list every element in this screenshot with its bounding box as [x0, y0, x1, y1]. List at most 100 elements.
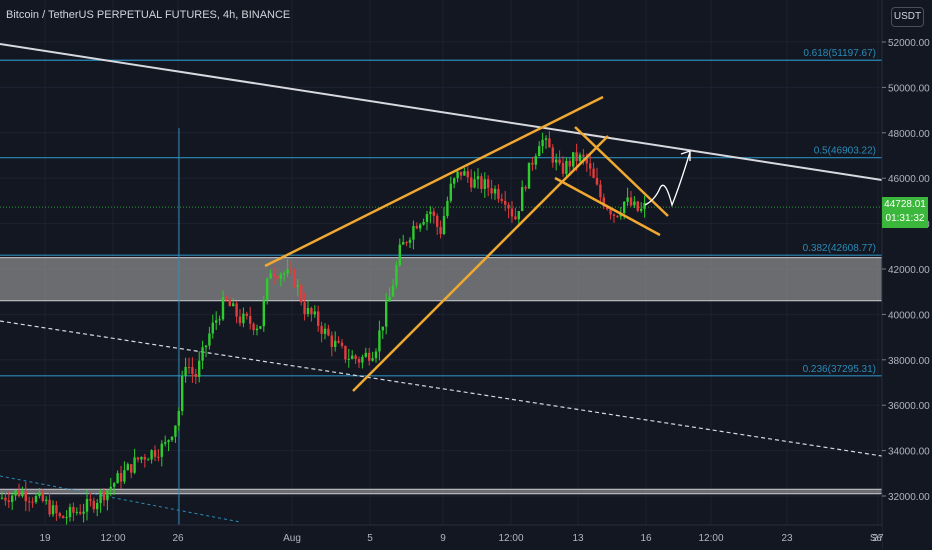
candle-body — [72, 506, 75, 513]
candle-body — [45, 499, 48, 502]
time-tick-label: 19 — [39, 533, 51, 544]
candle-body — [633, 201, 636, 206]
candle-body — [527, 162, 531, 189]
time-axis-bg — [0, 525, 882, 550]
candle-body — [177, 411, 180, 426]
candle-body — [99, 491, 102, 504]
price-tick-label: 52000.00 — [888, 38, 930, 49]
flag-lower-line — [554, 176, 661, 237]
candle-body — [466, 171, 469, 178]
candle-body — [147, 459, 150, 461]
candle-body — [616, 215, 619, 217]
candle-body — [334, 340, 337, 347]
candle-body — [555, 159, 558, 163]
candle-body — [276, 276, 279, 279]
candle-body — [65, 517, 68, 519]
candle-body — [279, 274, 282, 279]
candle-body — [517, 211, 520, 220]
candle-body — [126, 464, 129, 471]
channel-lower-line — [352, 135, 609, 392]
candle-body — [232, 303, 235, 307]
fib-label: 0.618(51197.67) — [803, 48, 876, 59]
last-price-countdown: 01:31:32 — [885, 213, 925, 224]
candle-body — [221, 297, 225, 320]
candle-body — [262, 300, 265, 327]
currency-selector[interactable]: USDT — [891, 7, 924, 27]
price-axis-bg — [882, 0, 932, 550]
candle-body — [626, 197, 629, 202]
candle-body — [242, 313, 245, 324]
candle-body — [303, 302, 306, 315]
candle-body — [568, 160, 571, 167]
candle-body — [361, 356, 364, 363]
support-zone — [0, 257, 882, 301]
price-tick-label: 32000.00 — [888, 492, 930, 503]
candle-body — [534, 156, 537, 165]
candle-body — [208, 333, 211, 346]
candle-body — [456, 171, 459, 179]
candle-body — [432, 211, 435, 216]
time-tick-label: Se — [870, 533, 883, 544]
time-tick-label: 16 — [640, 533, 652, 544]
candle-body — [405, 242, 408, 244]
candle-body — [198, 360, 201, 377]
candle-body — [160, 443, 163, 457]
candle-body — [167, 440, 170, 443]
time-tick-label: 12:00 — [498, 533, 523, 544]
candle-body — [296, 285, 299, 287]
candle-body — [320, 325, 323, 334]
candle-body — [453, 178, 456, 184]
candle-body — [463, 171, 466, 176]
candle-body — [259, 326, 262, 329]
candle-body — [85, 498, 89, 512]
candle-body — [357, 359, 361, 363]
candle-body — [510, 208, 514, 217]
candle-body — [306, 307, 310, 315]
candle-body — [398, 244, 401, 266]
candle-body — [75, 511, 78, 513]
candle-body — [548, 138, 551, 148]
time-tick-label: 27 — [872, 533, 884, 544]
support-zone — [0, 489, 882, 494]
candle-body — [643, 202, 646, 209]
candle-body — [252, 323, 255, 331]
candle-body — [238, 316, 242, 324]
candle-body — [113, 483, 116, 487]
candle-body — [184, 366, 187, 377]
candle-body — [136, 457, 140, 460]
candle-body — [170, 436, 174, 441]
candle-body — [480, 176, 483, 189]
candle-body — [582, 154, 585, 157]
candle-body — [289, 269, 293, 271]
channel-upper-line — [264, 95, 604, 268]
candle-body — [602, 197, 605, 207]
candle-body — [395, 265, 398, 286]
candle-body — [150, 450, 153, 460]
candle-body — [119, 473, 123, 482]
candle-body — [79, 511, 82, 514]
candle-body — [4, 497, 7, 501]
candle-body — [592, 168, 595, 178]
candle-body — [595, 177, 599, 185]
candle-body — [558, 159, 561, 164]
candle-body — [612, 214, 616, 216]
candle-body — [187, 366, 191, 368]
candle-body — [116, 473, 119, 484]
candle-body — [143, 456, 146, 460]
candle-body — [531, 162, 534, 165]
candle-body — [476, 176, 480, 180]
candle-body — [415, 225, 418, 229]
candle-body — [337, 340, 340, 343]
candle-body — [68, 506, 72, 518]
candle-body — [164, 442, 167, 444]
candle-body — [585, 156, 588, 164]
candle-body — [7, 500, 10, 502]
time-tick-label: 9 — [440, 533, 446, 544]
candle-body — [123, 470, 126, 482]
price-tick-label: 36000.00 — [888, 401, 930, 412]
candle-body — [55, 505, 58, 514]
candle-body — [21, 491, 24, 497]
flag-upper-line — [574, 126, 669, 217]
